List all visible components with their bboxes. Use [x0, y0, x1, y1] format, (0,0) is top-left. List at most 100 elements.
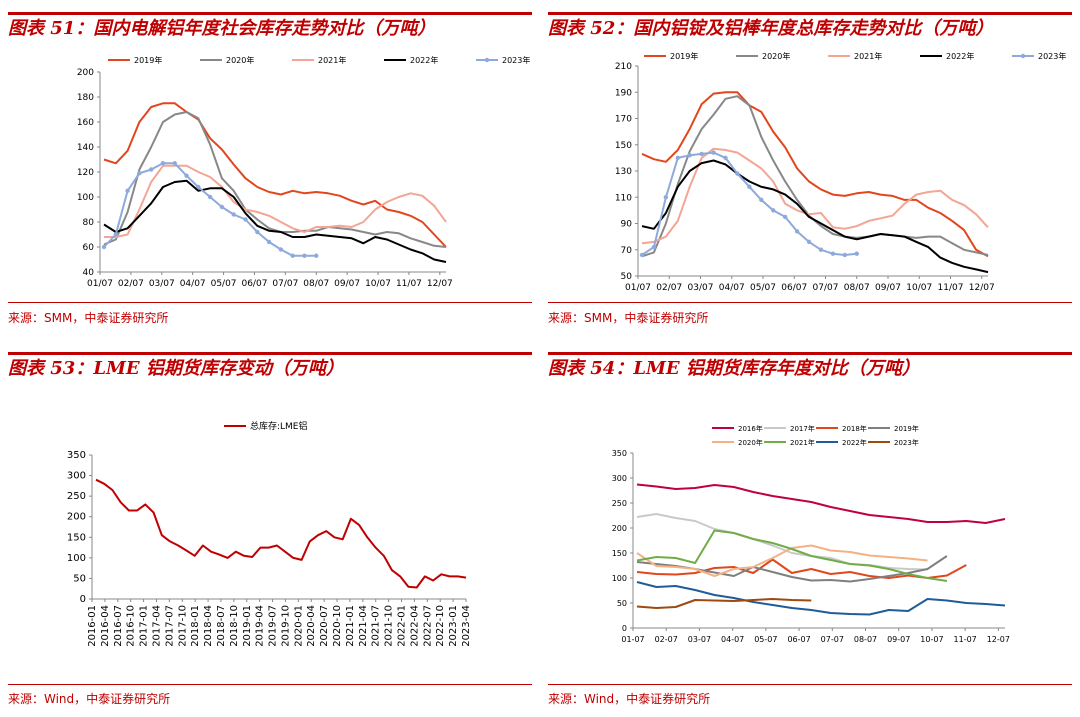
series-point [699, 151, 704, 157]
x-tick-label: 06/07 [781, 283, 807, 293]
series-point [651, 244, 657, 250]
series-point [101, 244, 107, 250]
series-line [636, 529, 948, 582]
series-point [125, 188, 130, 193]
x-tick-label: 02-07 [655, 635, 678, 644]
y-tick-label: 100 [67, 553, 86, 564]
series-point [231, 212, 236, 217]
x-tick-label: 2019-04 [255, 605, 266, 647]
y-tick-label: 60 [83, 243, 95, 253]
x-tick-label: 2017-10 [177, 605, 188, 647]
x-tick-label: 12/07 [969, 283, 995, 293]
source-rule [548, 684, 1072, 685]
series-line [641, 91, 989, 258]
x-tick-label: 08/07 [303, 279, 329, 289]
series-line [636, 558, 967, 579]
x-tick-label: 2022-04 [409, 605, 420, 647]
x-tick-label: 2021-01 [345, 605, 356, 647]
source-note: 来源：Wind，中泰证券研究所 [8, 692, 171, 706]
series-point [771, 208, 776, 213]
y-tick-label: 40 [83, 268, 95, 278]
legend-label: 2019年 [670, 51, 698, 61]
series-point [818, 247, 824, 252]
x-tick-label: 2017-07 [164, 605, 175, 647]
x-tick-label: 2016-04 [100, 605, 111, 647]
y-tick-label: 130 [615, 167, 632, 177]
legend-label: 总库存:LME铝 [250, 420, 308, 432]
legend-label: 2019年 [894, 424, 919, 433]
x-tick-label: 2018-01 [190, 605, 201, 647]
y-tick-label: 200 [612, 524, 627, 533]
legend-swatch-marker [484, 57, 490, 63]
y-tick-label: 190 [615, 88, 632, 98]
series-line [636, 581, 1006, 616]
legend-label: 2016年 [738, 424, 763, 433]
x-tick-label: 11/07 [396, 279, 422, 289]
series-point [639, 252, 645, 258]
panel-title: 图表 53：LME 铝期货库存变动（万吨） [8, 358, 344, 379]
x-tick-label: 2017-01 [139, 605, 150, 647]
x-tick-label: 2023-04 [461, 605, 472, 647]
series-point [314, 253, 319, 258]
x-tick-label: 2018-04 [203, 605, 214, 647]
x-tick-label: 06/07 [241, 279, 267, 289]
x-tick-label: 2020-10 [332, 605, 343, 647]
series-point [663, 195, 669, 200]
y-tick-label: 100 [612, 574, 627, 583]
x-tick-label: 2019-10 [280, 605, 291, 647]
series-point [735, 171, 740, 176]
series-point [854, 251, 859, 256]
y-tick-label: 300 [612, 474, 627, 483]
y-tick-label: 140 [77, 143, 94, 153]
x-tick-label: 2018-10 [229, 605, 240, 647]
y-tick-label: 350 [612, 449, 627, 458]
x-tick-label: 2016-01 [87, 605, 98, 647]
legend-label: 2021年 [854, 51, 882, 61]
x-tick-label: 06-07 [787, 635, 810, 644]
source-note: 来源：Wind，中泰证券研究所 [548, 692, 711, 706]
legend-label: 2023年 [1038, 51, 1066, 61]
x-tick-label: 09/07 [875, 283, 901, 293]
x-tick-label: 09/07 [334, 279, 360, 289]
series-line [641, 159, 989, 274]
series-point [747, 184, 752, 189]
source-note: 来源：SMM，中泰证券研究所 [548, 311, 709, 325]
x-tick-label: 03/07 [688, 283, 714, 293]
y-tick-label: 350 [67, 450, 86, 461]
series-point [172, 161, 177, 166]
y-tick-label: 0 [622, 624, 627, 633]
panel-chart-52: 图表 52：国内铝锭及铝棒年度总库存走势对比（万吨） 50 70 90 110 130 1… [548, 0, 1072, 340]
x-tick-label: 2022-01 [397, 605, 408, 647]
series-line [103, 102, 447, 248]
series-point [759, 197, 764, 203]
series-point [278, 247, 284, 252]
y-tick-label: 300 [67, 471, 86, 482]
y-tick-label: 120 [77, 168, 94, 178]
x-tick-label: 01/07 [625, 283, 651, 293]
series-point [675, 155, 680, 161]
y-tick-label: 70 [621, 246, 633, 256]
x-tick-label: 2018-07 [216, 605, 227, 647]
series-line [95, 478, 467, 589]
y-tick-label: 50 [617, 599, 627, 608]
series-point [219, 204, 225, 210]
source-note: 来源：SMM，中泰证券研究所 [8, 311, 169, 325]
source-rule [8, 302, 532, 303]
x-tick-label: 2020-04 [306, 605, 317, 647]
legend-label: 2019年 [134, 55, 162, 65]
x-tick-label: 03-07 [688, 635, 711, 644]
title-rule [8, 352, 532, 355]
y-tick-label: 200 [77, 68, 94, 78]
legend-label: 2023年 [894, 438, 919, 447]
y-tick-label: 90 [621, 220, 633, 230]
y-tick-label: 150 [612, 549, 627, 558]
x-tick-label: 10-07 [920, 635, 943, 644]
series-point [266, 239, 272, 245]
x-tick-label: 12/07 [427, 279, 453, 289]
legend-label: 2022年 [946, 51, 974, 61]
series-line [636, 544, 928, 577]
legend-label: 2017年 [790, 424, 815, 433]
series-point [207, 194, 213, 200]
y-tick-label: 50 [73, 573, 86, 584]
